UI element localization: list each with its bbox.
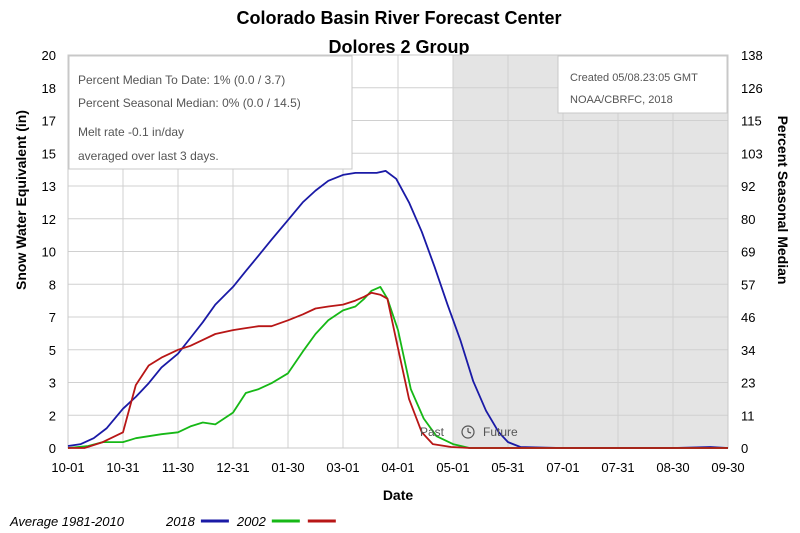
y-tick-label: 17 [42, 114, 56, 129]
y2-tick-label: 46 [741, 310, 755, 325]
plot-area-frame [67, 54, 729, 449]
x-tick-label: 01-30 [271, 460, 304, 475]
created-text: Created 05/08.23:05 GMT [570, 72, 698, 84]
y2-tick-label: 11 [741, 408, 755, 423]
x-axis-title: Date [383, 487, 414, 503]
y2-axis-ticks: 138 126 115 103 92 80 69 57 46 34 23 11 0 [741, 48, 763, 456]
y-tick-label: 7 [49, 310, 56, 325]
y2-tick-label: 69 [741, 245, 755, 260]
clock-icon [461, 425, 475, 439]
x-tick-label: 04-01 [381, 460, 414, 475]
x-tick-label: 07-31 [601, 460, 634, 475]
y2-tick-label: 115 [741, 114, 762, 129]
credit-text: NOAA/CBRFC, 2018 [570, 94, 673, 106]
stats-box [68, 55, 353, 170]
y2-tick-label: 92 [741, 179, 755, 194]
x-tick-label: 09-30 [711, 460, 744, 475]
past-label: Past [420, 425, 445, 439]
y-tick-label: 0 [49, 441, 56, 456]
melt-averaged-text: averaged over last 3 days. [78, 149, 219, 163]
x-tick-label: 05-31 [491, 460, 524, 475]
x-tick-label: 08-30 [656, 460, 689, 475]
y2-tick-label: 103 [741, 146, 763, 161]
y-tick-label: 15 [42, 146, 56, 161]
chart-subtitle: Dolores 2 Group [328, 37, 469, 57]
y-tick-label: 8 [49, 277, 56, 292]
created-box [557, 55, 728, 114]
y-tick-label: 2 [49, 408, 56, 423]
y-tick-label: 20 [42, 48, 56, 63]
x-tick-label: 12-31 [216, 460, 249, 475]
x-tick-label: 05-01 [436, 460, 469, 475]
y2-axis-title: Percent Seasonal Median [775, 116, 791, 285]
future-label: Future [483, 425, 518, 439]
x-tick-label: 10-31 [106, 460, 139, 475]
y-tick-label: 13 [42, 179, 56, 194]
series-line-1 [67, 285, 728, 449]
chart-title: Colorado Basin River Forecast Center [236, 8, 561, 28]
stats-median-to-date: Percent Median To Date: 1% (0.0 / 3.7) [78, 73, 285, 87]
y2-tick-label: 0 [741, 441, 748, 456]
x-tick-label: 07-01 [546, 460, 579, 475]
y2-tick-label: 34 [741, 343, 755, 358]
x-tick-label: 10-01 [51, 460, 84, 475]
y-tick-label: 18 [42, 81, 56, 96]
y-tick-label: 12 [42, 212, 56, 227]
legend-label: 2002 [236, 514, 267, 529]
x-tick-label: 03-01 [326, 460, 359, 475]
series-line-0 [67, 169, 729, 449]
x-tick-label: 11-30 [162, 460, 194, 475]
y-axis-title: Snow Water Equivalent (in) [13, 110, 29, 290]
y-tick-label: 3 [49, 376, 56, 391]
y2-tick-label: 126 [741, 81, 763, 96]
series-lines [67, 169, 729, 449]
series-line-2 [68, 291, 728, 449]
y-tick-label: 5 [49, 343, 56, 358]
melt-rate-text: Melt rate -0.1 in/day [78, 125, 184, 139]
y2-tick-label: 23 [741, 376, 755, 391]
legend-label: 2018 [165, 514, 196, 529]
y-tick-label: 10 [42, 245, 56, 260]
y2-tick-label: 80 [741, 212, 755, 227]
y2-tick-label: 57 [741, 277, 755, 292]
legend: Average 1981-2010 2018 2002 [9, 514, 336, 529]
y2-tick-label: 138 [741, 48, 763, 63]
x-axis-ticks: 10-01 10-31 11-30 12-31 01-30 03-01 04-01 05-01… [51, 460, 744, 475]
legend-label: Average 1981-2010 [9, 514, 125, 529]
stats-seasonal-median: Percent Seasonal Median: 0% (0.0 / 14.5) [78, 96, 301, 110]
